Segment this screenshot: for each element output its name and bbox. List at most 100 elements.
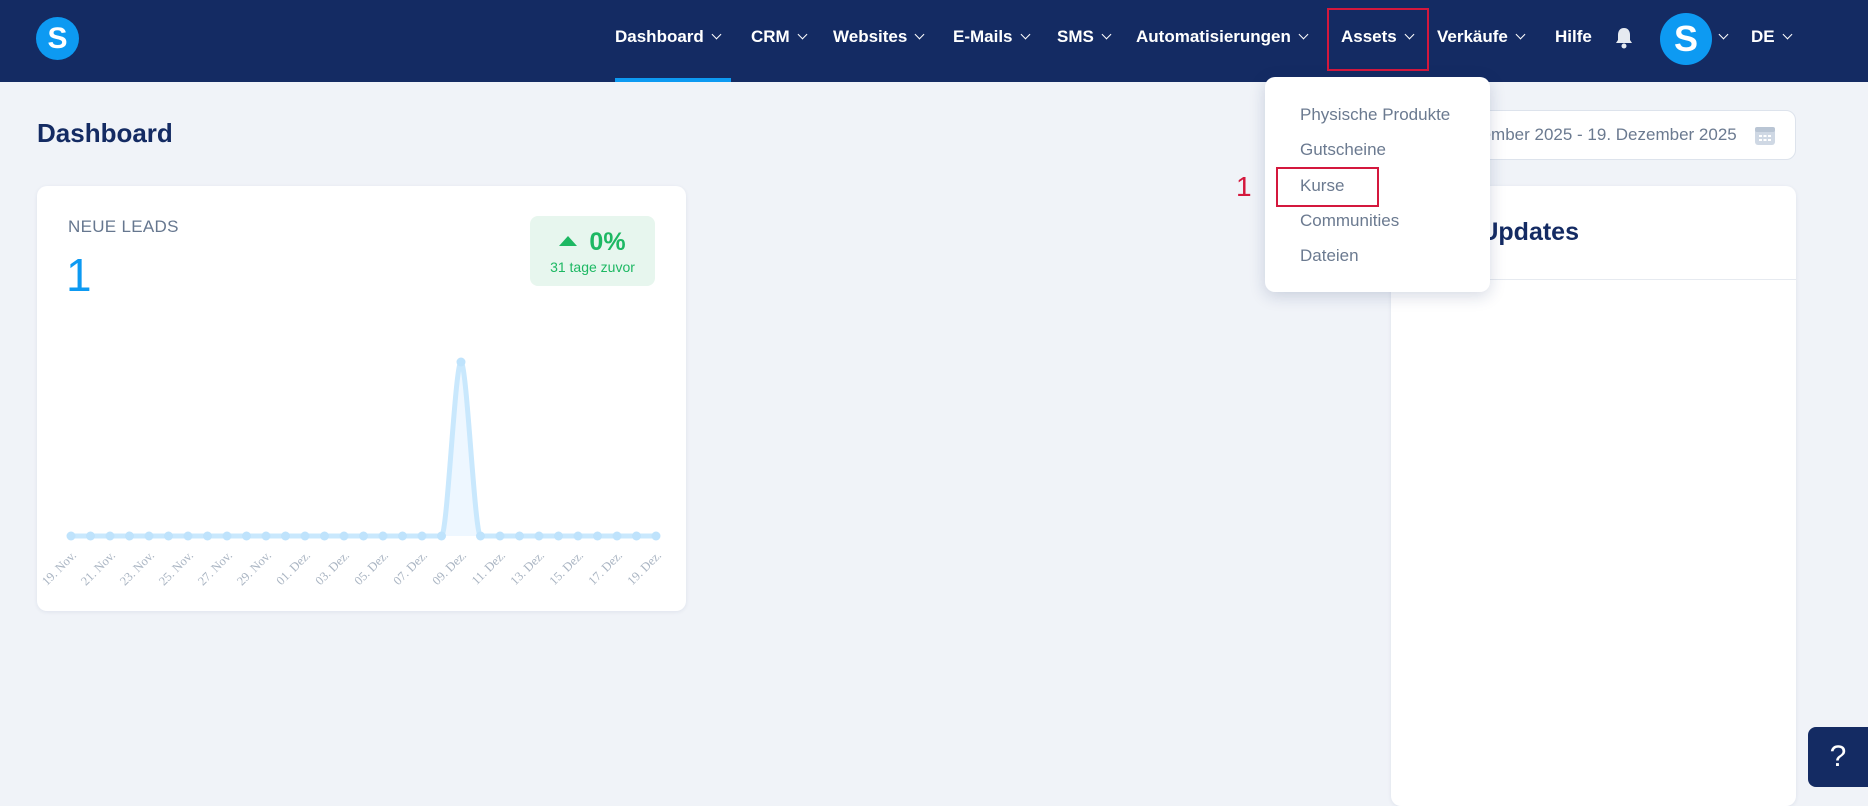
nav-label: Verkäufe (1437, 27, 1508, 46)
x-tick-label: 01. Dez. (274, 548, 314, 588)
data-point[interactable] (86, 531, 95, 541)
highlight-box-assets (1327, 8, 1429, 71)
change-percent: 0% (589, 228, 626, 256)
nav-label: Websites (833, 27, 908, 46)
nav-assets[interactable]: Assets (1341, 27, 1415, 47)
chevron-down-icon (1298, 29, 1309, 40)
data-point[interactable] (515, 531, 524, 541)
logo[interactable]: S (36, 17, 79, 60)
language-label: DE (1751, 27, 1775, 46)
data-point[interactable] (125, 531, 134, 541)
step-number: 1 (1236, 171, 1252, 202)
new-leads-card: NEUE LEADS 1 0% 31 tage zuvor 19. Nov. 21… (37, 186, 686, 611)
change-badge: 0% 31 tage zuvor (530, 216, 655, 286)
data-point[interactable] (593, 531, 602, 541)
x-tick-label: 11. Dez. (469, 548, 508, 587)
menu-item-dateien[interactable]: Dateien (1300, 246, 1359, 265)
data-point[interactable] (359, 531, 368, 541)
bell-icon[interactable] (1614, 26, 1634, 50)
data-point[interactable] (534, 531, 544, 541)
arrow-up-icon (559, 236, 578, 246)
chevron-down-icon (1101, 29, 1112, 40)
language-select[interactable]: DE (1751, 27, 1793, 47)
x-tick-label: 05. Dez. (352, 548, 392, 588)
nav-label: E-Mails (953, 27, 1013, 46)
data-point[interactable] (632, 531, 641, 541)
data-point[interactable] (651, 531, 661, 541)
data-point[interactable] (437, 531, 446, 541)
data-point[interactable] (222, 531, 232, 541)
nav-label: CRM (751, 27, 790, 46)
data-point[interactable] (320, 531, 329, 541)
nav-verkaufe[interactable]: Verkäufe (1437, 27, 1526, 47)
highlight-box-kurse (1276, 167, 1379, 207)
data-point[interactable] (476, 531, 485, 541)
data-point[interactable] (183, 531, 193, 541)
data-point[interactable] (398, 531, 407, 541)
nav-label: Hilfe (1555, 27, 1592, 46)
nav-label: Assets (1341, 27, 1397, 46)
data-point[interactable] (378, 531, 388, 541)
avatar[interactable]: S (1660, 13, 1712, 65)
menu-item-physische-produkte[interactable]: Physische Produkte (1300, 105, 1451, 124)
data-point[interactable] (105, 531, 115, 541)
x-tick-label: 19. Nov. (39, 548, 79, 588)
menu-item-gutscheine[interactable]: Gutscheine (1300, 140, 1386, 159)
nav-emails[interactable]: E-Mails (953, 27, 1030, 47)
menu-item-kurse[interactable]: Kurse (1300, 176, 1345, 195)
data-point[interactable] (144, 531, 154, 541)
menu-item-communities[interactable]: Communities (1300, 211, 1400, 230)
data-point[interactable] (456, 357, 466, 367)
data-point[interactable] (242, 531, 251, 541)
x-tick-label: 23. Nov. (117, 548, 157, 588)
chevron-down-icon (797, 29, 808, 40)
data-point[interactable] (281, 531, 290, 541)
data-point[interactable] (554, 531, 563, 541)
nav-crm[interactable]: CRM (751, 27, 808, 47)
top-nav: S Dashboard CRM Websites E-Mails SMS Aut… (0, 0, 1868, 82)
data-point[interactable] (612, 531, 622, 541)
help-button[interactable]: ? (1808, 727, 1868, 787)
data-point[interactable] (495, 531, 505, 541)
calendar-icon (1755, 127, 1775, 145)
change-period: 31 tage zuvor (550, 259, 635, 275)
card-label: NEUE LEADS (68, 217, 179, 236)
x-tick-label: 17. Dez. (586, 548, 626, 588)
x-tick-label: 21. Nov. (78, 548, 118, 588)
leads-chart: 19. Nov.21. Nov.23. Nov.25. Nov.27. Nov.… (39, 357, 665, 588)
data-point[interactable] (261, 531, 271, 541)
data-point[interactable] (339, 531, 349, 541)
nav-dashboard[interactable]: Dashboard (615, 27, 722, 47)
data-point[interactable] (164, 531, 173, 541)
x-tick-label: 29. Nov. (234, 548, 274, 588)
divider (1391, 279, 1796, 280)
chevron-down-icon (1020, 29, 1030, 40)
avatar-menu-chevron[interactable] (1718, 27, 1729, 47)
page-title: Dashboard (37, 118, 173, 148)
data-point[interactable] (417, 531, 427, 541)
chevron-down-icon (1515, 29, 1526, 40)
active-tab-indicator (615, 78, 731, 82)
chevron-down-icon (711, 29, 722, 40)
x-tick-label: 25. Nov. (156, 548, 196, 588)
chart-line (71, 359, 656, 539)
x-tick-label: 19. Dez. (625, 548, 665, 588)
chart-area (71, 362, 656, 536)
x-tick-label: 09. Dez. (430, 548, 470, 588)
data-point[interactable] (203, 531, 212, 541)
x-tick-label: 13. Dez. (508, 548, 548, 588)
data-point[interactable] (66, 531, 76, 541)
x-tick-label: 15. Dez. (547, 548, 587, 588)
nav-hilfe[interactable]: Hilfe (1555, 27, 1592, 47)
nav-sms[interactable]: SMS (1057, 27, 1112, 47)
nav-websites[interactable]: Websites (833, 27, 925, 47)
nav-automatisierungen[interactable]: Automatisierungen (1136, 27, 1309, 47)
nav-label: Dashboard (615, 27, 704, 46)
data-point[interactable] (573, 531, 583, 541)
data-point[interactable] (300, 531, 310, 541)
nav-label: SMS (1057, 27, 1094, 46)
leads-count: 1 (66, 249, 92, 301)
date-range-text: 19. November 2025 - 19. Dezember 2025 (1423, 125, 1737, 144)
x-tick-label: 03. Dez. (313, 548, 353, 588)
chevron-down-icon (1782, 29, 1793, 40)
